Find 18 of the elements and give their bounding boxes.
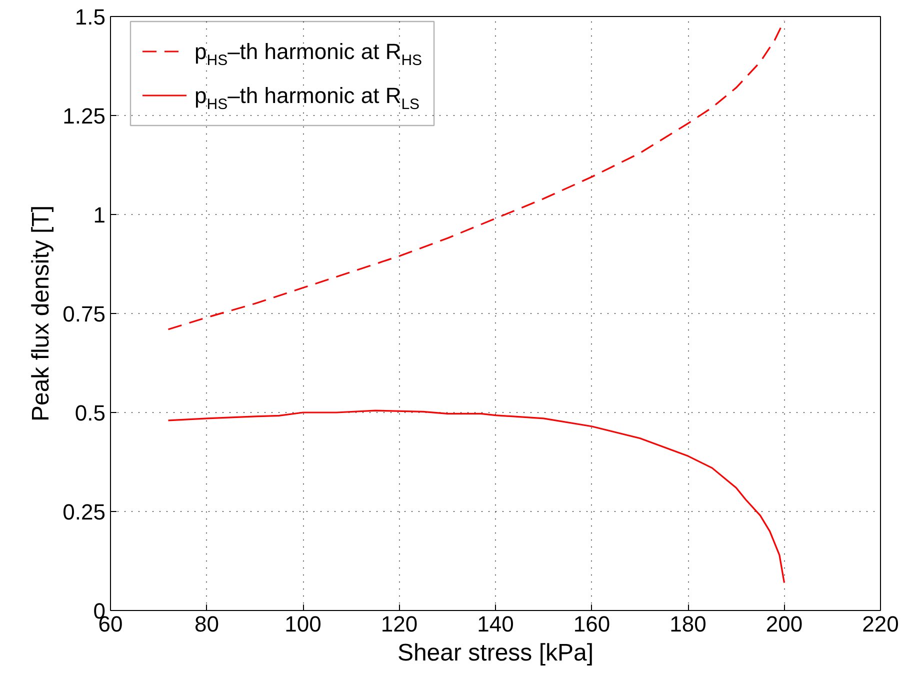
x-tick-label: 160 [573, 612, 610, 636]
y-tick-label: 0.25 [62, 500, 106, 524]
x-tick-label: 140 [477, 612, 514, 636]
y-tick-label: 1.25 [62, 104, 106, 128]
x-tick-label: 220 [862, 612, 899, 636]
y-tick-label: 1.5 [74, 4, 106, 30]
x-tick-label: 200 [766, 612, 803, 636]
x-tick-label: 180 [670, 612, 706, 636]
y-axis-title: Peak flux density [T] [28, 205, 55, 422]
x-tick-label: 80 [194, 612, 219, 636]
y-tick-label: 0.5 [74, 400, 106, 426]
x-axis-title: Shear stress [kPa] [397, 640, 594, 666]
y-tick-label: 0.75 [62, 302, 106, 326]
x-tick-label: 120 [380, 612, 418, 636]
line-series [167, 20, 786, 330]
x-tick-label: 100 [284, 612, 322, 636]
line-series [167, 410, 786, 584]
y-tick-label: 1 [93, 202, 106, 228]
